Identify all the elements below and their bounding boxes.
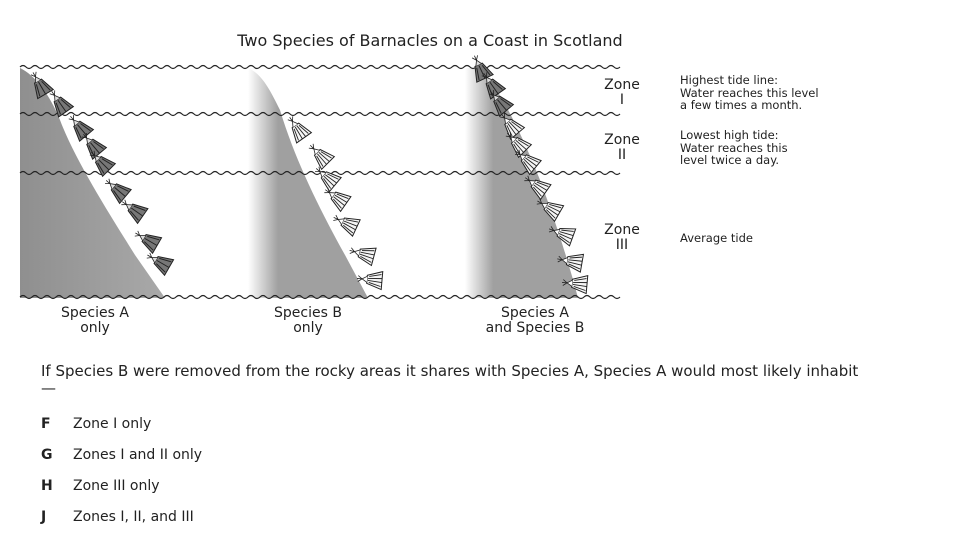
choice-g[interactable]: G Zones I and II only [41,447,202,463]
choice-text: Zones I and II only [73,447,203,463]
zone-label-3: Zone III [604,222,640,253]
question-stem: If Species B were removed from the rocky… [41,362,859,397]
choice-letter: F [41,416,51,432]
zone-note-2: Lowest high tide: Water reaches this lev… [680,128,788,167]
rock-species-a [20,68,165,298]
zone-label-1: Zone I [604,77,640,108]
tide-lines [19,64,621,300]
choice-letter: H [41,478,53,494]
zone-note-3: Average tide [680,231,753,245]
choice-h[interactable]: H Zone III only [41,478,160,494]
choice-j[interactable]: J Zones I, II, and III [41,509,194,525]
barnacle-diagram [19,51,621,300]
choice-letter: J [41,509,47,525]
figure-title: Two Species of Barnacles on a Coast in S… [237,31,623,50]
choice-text: Zones I, II, and III [73,509,194,525]
choice-text: Zone III only [73,478,160,494]
rock-species-ab [465,68,578,298]
choice-f[interactable]: F Zone I only [41,416,151,432]
zone-note-1: Highest tide line: Water reaches this le… [680,73,819,112]
rock-species-b [248,68,368,298]
choice-text: Zone I only [73,416,152,432]
choice-letter: G [41,447,53,463]
zone-label-2: Zone II [604,132,640,163]
